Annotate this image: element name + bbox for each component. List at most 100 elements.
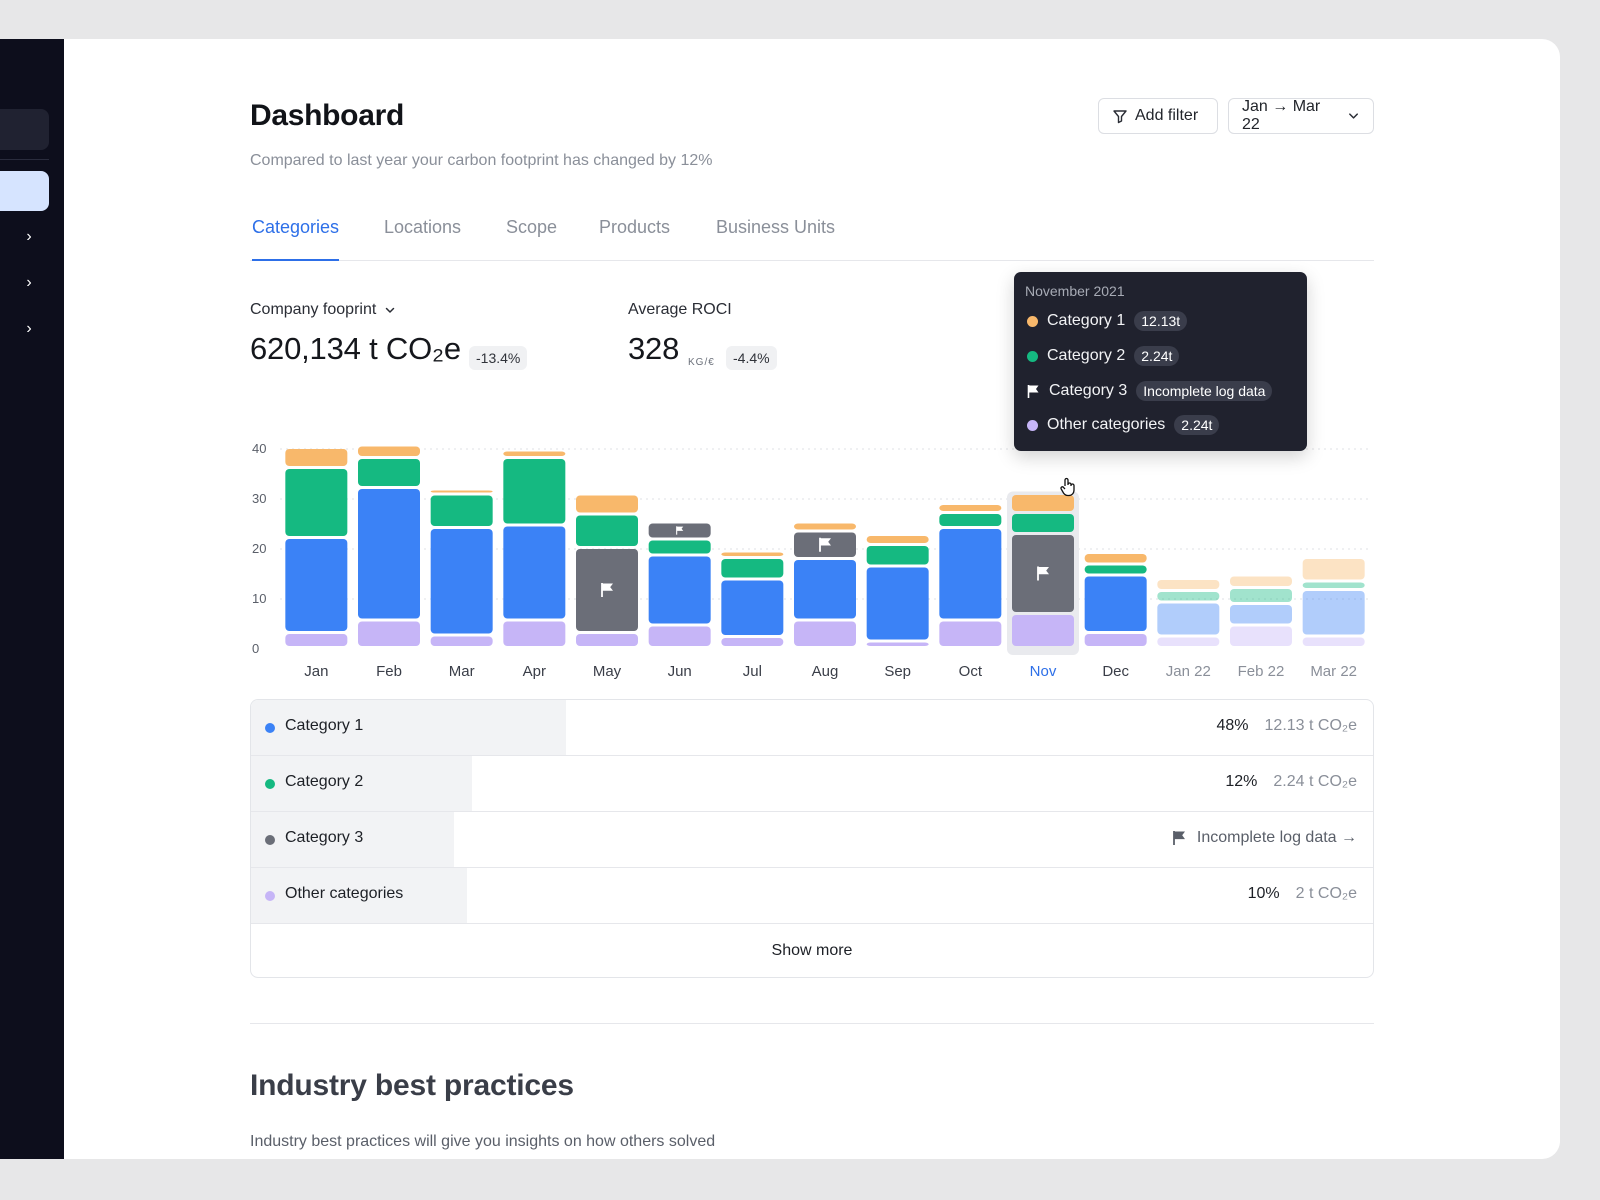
tooltip-row-badge: 2.24t xyxy=(1134,346,1180,366)
row-label: Other categories xyxy=(285,885,404,902)
flag-icon xyxy=(1037,566,1049,581)
flag-shape xyxy=(676,526,684,531)
bar-segment xyxy=(358,446,420,456)
x-tick-label: Mar xyxy=(449,663,475,680)
tooltip-title: November 2021 xyxy=(1025,283,1125,299)
y-tick-label: 30 xyxy=(252,491,266,506)
bar-segment xyxy=(576,515,638,546)
bar-segment xyxy=(866,567,929,640)
sidebar-item-active[interactable] xyxy=(0,171,49,211)
bar-segment xyxy=(1012,495,1074,511)
tab-bar: Categories Locations Scope Products Busi… xyxy=(250,217,1374,261)
bar-segment xyxy=(1084,634,1147,646)
bar-segment xyxy=(1157,637,1220,646)
sidebar-item-top[interactable] xyxy=(0,109,49,150)
category-dot xyxy=(265,891,275,901)
page-title: Dashboard xyxy=(250,99,404,132)
row-value: 2 t CO₂e xyxy=(1295,885,1357,902)
bar-segment xyxy=(285,539,348,631)
bar-segment xyxy=(866,642,929,646)
x-tick-label: Jan 22 xyxy=(1166,663,1211,680)
table-row[interactable]: Category 2 12% 2.24 t CO₂e xyxy=(251,756,1373,812)
share-bar xyxy=(251,756,473,811)
bar-segment xyxy=(939,621,1002,646)
bar-segment xyxy=(358,489,420,619)
bar-segment xyxy=(794,560,856,619)
bar-segment xyxy=(1157,592,1220,601)
tab-locations[interactable]: Locations xyxy=(384,217,462,237)
footprint-value: 620,134 t CO₂e xyxy=(250,331,461,366)
bar-segment xyxy=(794,523,856,530)
bar-segment xyxy=(1230,605,1292,624)
bar-segment xyxy=(939,505,1002,511)
category-dot xyxy=(265,835,275,845)
show-more-button[interactable]: Show more xyxy=(771,942,853,959)
date-range-label: Jan → Mar 22 xyxy=(1242,98,1321,133)
tab-products[interactable]: Products xyxy=(599,217,671,237)
tab-business-units[interactable]: Business Units xyxy=(716,217,836,237)
table-row[interactable]: Category 1 48% 12.13 t CO₂e xyxy=(251,700,1373,756)
bar-segment xyxy=(358,459,420,486)
bar-segment xyxy=(721,638,784,646)
footprint-selector[interactable]: Company fooprint xyxy=(250,301,396,319)
chevron-right-icon[interactable]: › xyxy=(26,274,32,291)
flag-shape xyxy=(602,583,613,591)
roci-value: 328 xyxy=(628,331,680,366)
tab-scope[interactable]: Scope xyxy=(506,217,558,237)
bar-segment xyxy=(1302,559,1365,580)
tooltip-row-badge: 2.24t xyxy=(1174,415,1220,435)
bar-segment xyxy=(1084,565,1147,574)
bar-segment xyxy=(503,526,566,619)
chevron-down-icon xyxy=(1348,113,1358,119)
x-tick-label: Apr xyxy=(523,663,546,680)
tooltip-row: Other categories 2.24t xyxy=(1027,415,1220,435)
x-tick-label: Mar 22 xyxy=(1310,663,1357,680)
share-bar xyxy=(251,868,467,923)
footprint-bar-chart: 0 10 20 30 40 Jan Feb Mar Apr May Jun Jul Aug Sep Oct N… xyxy=(252,441,1370,680)
category-breakdown-table: Category 1 48% 12.13 t CO₂e Category 2 1… xyxy=(250,699,1374,978)
flag-shape xyxy=(820,538,831,546)
bar-segment xyxy=(1084,554,1147,563)
tooltip-row-badge: 12.13t xyxy=(1134,311,1188,331)
date-range-select[interactable]: Jan → Mar 22 xyxy=(1228,98,1374,134)
tooltip-row: Category 3 Incomplete log data xyxy=(1027,381,1273,401)
y-tick-label: 0 xyxy=(252,641,259,656)
bar-segment xyxy=(430,495,493,526)
chevron-right-icon[interactable]: › xyxy=(26,320,32,337)
tooltip-row-label: Category 3 xyxy=(1049,382,1128,399)
tab-categories[interactable]: Categories xyxy=(252,217,340,261)
x-tick-label: Sep xyxy=(884,663,911,680)
y-tick-label: 40 xyxy=(252,441,266,456)
tooltip-row-badge: Incomplete log data xyxy=(1136,381,1273,401)
table-row[interactable]: Other categories 10% 2 t CO₂e xyxy=(251,868,1373,924)
category-dot xyxy=(1027,419,1038,431)
bar-segment xyxy=(1230,589,1292,602)
x-tick-label: Feb xyxy=(376,663,402,680)
add-filter-button[interactable]: Add filter xyxy=(1098,98,1218,134)
bar-segment xyxy=(1230,626,1292,646)
chevron-right-icon[interactable]: › xyxy=(26,228,32,245)
section-divider xyxy=(250,1023,1374,1024)
add-filter-label: Add filter xyxy=(1135,107,1199,124)
bar-segment xyxy=(721,559,784,578)
flag-icon xyxy=(676,526,684,535)
bar-segment xyxy=(1084,576,1147,631)
sidebar: › › › xyxy=(0,39,64,1159)
category-dot xyxy=(1027,350,1038,362)
bar-segment xyxy=(648,540,711,554)
bar-segment xyxy=(1302,591,1365,635)
tooltip-row-label: Other categories xyxy=(1047,416,1166,433)
hand-cursor-icon xyxy=(1060,477,1075,497)
bar-segment xyxy=(430,529,493,634)
x-tick-label: Feb 22 xyxy=(1238,663,1285,680)
x-tick-label: Jun xyxy=(668,663,692,680)
row-percent: 48% xyxy=(1216,717,1249,734)
bar-segment xyxy=(866,546,929,565)
best-practices-title: Industry best practices xyxy=(250,1069,574,1102)
table-row[interactable]: Category 3 Incomplete log data → xyxy=(251,812,1373,868)
x-tick-label: Jul xyxy=(743,663,762,680)
incomplete-log-link[interactable]: Incomplete log data → xyxy=(1172,829,1357,847)
incomplete-log-label: Incomplete log data → xyxy=(1196,829,1357,846)
flag-icon xyxy=(1027,384,1039,398)
bar-segment xyxy=(503,621,566,646)
